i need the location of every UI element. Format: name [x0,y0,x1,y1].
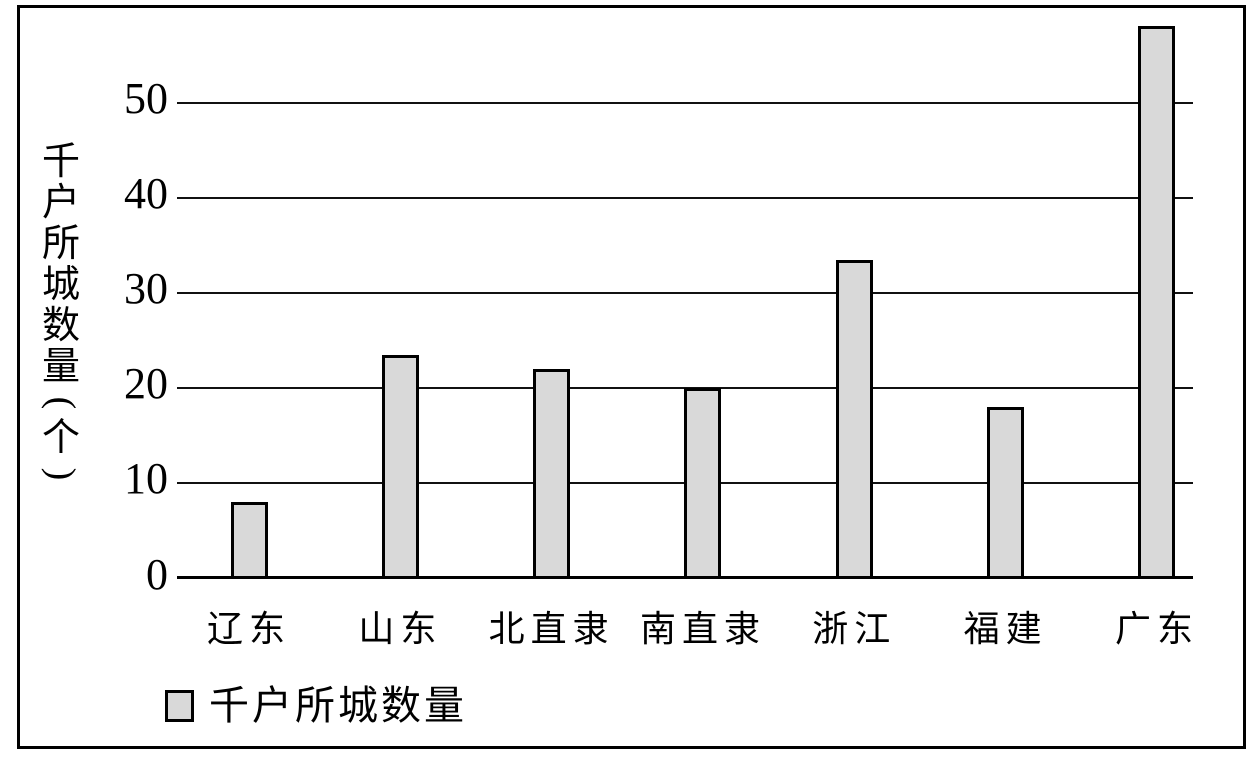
legend: 千户所城数量 [165,682,467,730]
legend-swatch [165,690,194,722]
bar [835,259,873,579]
gridline [177,196,1193,199]
y-axis-title-char: 所 [41,223,80,265]
gridline [177,101,1193,104]
x-tick-label: 南直隶 [639,609,766,649]
y-tick-label: 50 [124,73,168,123]
bar [1138,26,1176,579]
bar [684,388,722,579]
x-tick-label: 广东 [1114,609,1199,649]
y-axis-title-char: 量 [41,346,80,388]
y-axis-title-char: 数 [41,305,80,347]
bar [987,407,1025,579]
gridline [177,291,1193,294]
bar [381,354,419,579]
x-tick-label: 福建 [963,609,1048,649]
y-axis-title: 千户所城数量(个) [37,142,85,489]
chart-frame [17,5,1246,749]
bar [230,502,268,579]
y-tick-label: 0 [146,549,168,599]
plot-area [177,8,1193,579]
y-tick-label: 40 [124,168,168,218]
bar [533,369,571,579]
x-tick-label: 北直隶 [488,609,615,649]
legend-label: 千户所城数量 [209,683,467,728]
y-axis-title-char: 户 [41,182,80,224]
y-axis-title-char: 城 [41,264,80,306]
y-tick-label: 20 [124,359,168,409]
x-tick-label: 辽东 [206,609,292,649]
x-tick-labels: 辽东 山东 北直隶 南直隶 浙江 福建 广东 [177,606,1193,658]
x-tick-label: 浙江 [812,609,897,649]
y-axis-title-char: 千 [41,141,80,183]
y-tick-label: 10 [124,454,168,504]
x-tick-label: 山东 [358,609,443,649]
y-axis-title-char: 个 [41,417,80,459]
y-tick-label: 30 [124,263,168,313]
